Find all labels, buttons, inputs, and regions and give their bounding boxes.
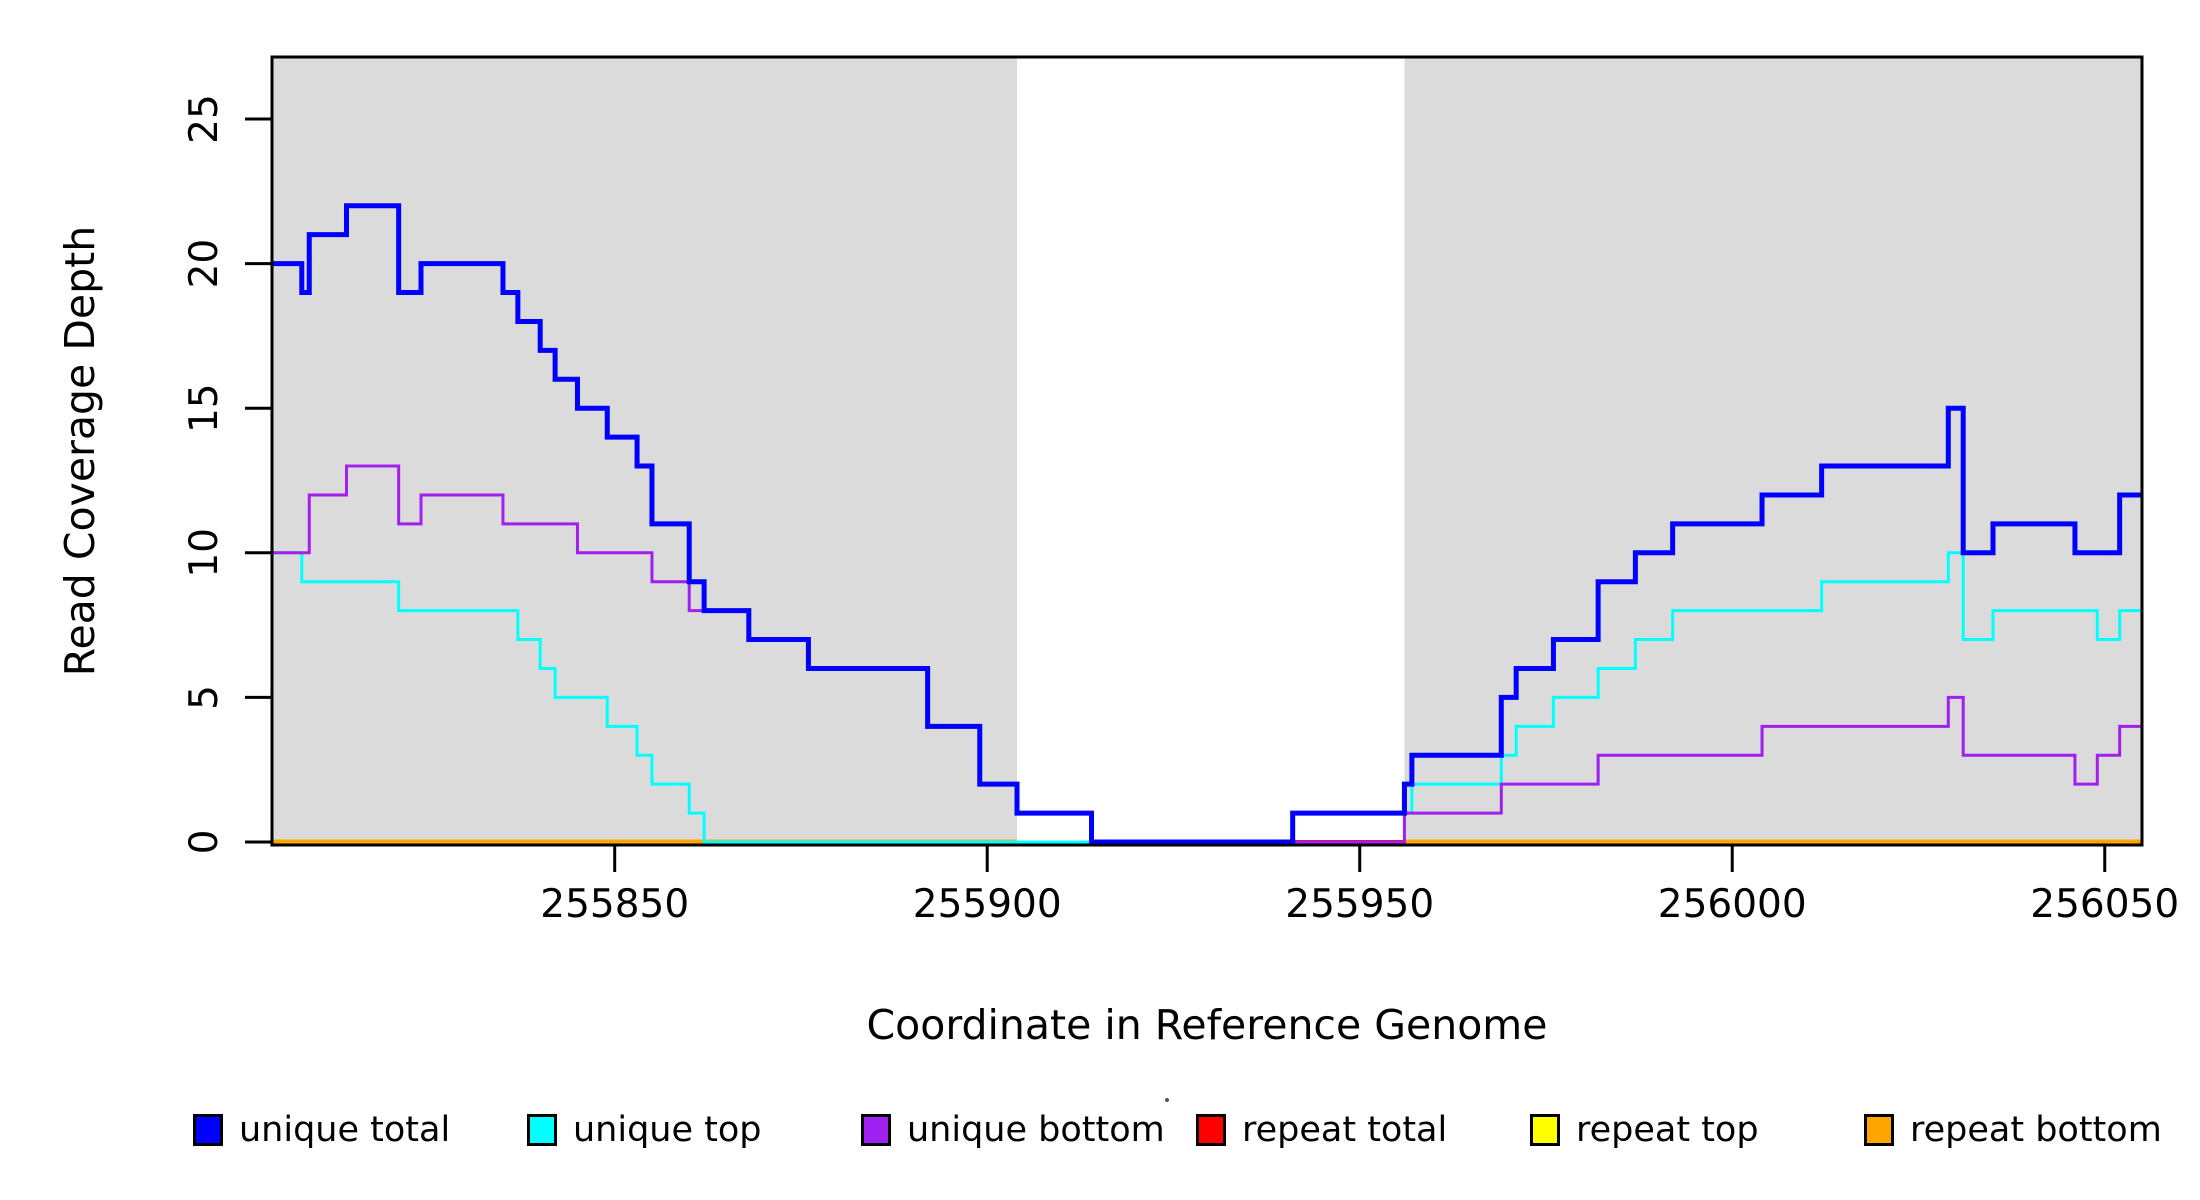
x-tick-label: 255850 <box>540 882 689 927</box>
y-tick-label: 5 <box>182 685 227 710</box>
legend-label: unique bottom <box>907 1110 1165 1150</box>
legend-label: unique total <box>239 1110 451 1150</box>
legend-swatch-icon <box>1864 1114 1894 1146</box>
legend-label: repeat top <box>1576 1110 1759 1150</box>
legend-label: unique top <box>573 1110 762 1150</box>
legend-swatch-icon <box>1530 1114 1560 1146</box>
x-tick-label: 255950 <box>1285 882 1434 927</box>
legend-swatch-icon <box>1196 1114 1226 1146</box>
legend-label: repeat bottom <box>1910 1110 2162 1150</box>
y-tick-label: 20 <box>182 239 227 289</box>
legend-item-repeat-bottom: repeat bottom <box>1864 1110 2162 1150</box>
legend-item-repeat-total: repeat total <box>1196 1110 1447 1150</box>
shaded-region <box>1404 57 2142 845</box>
plot-frame <box>270 55 2144 847</box>
series-unique-total <box>272 203 2142 845</box>
legend-item-repeat-top: repeat top <box>1530 1110 1759 1150</box>
legend-swatch-icon <box>527 1114 557 1146</box>
y-tick-label: 10 <box>182 528 227 578</box>
x-tick-label: 256050 <box>2030 882 2179 927</box>
legend-item-unique-top: unique top <box>527 1110 762 1150</box>
y-tick-label: 15 <box>182 383 227 433</box>
legend-item-unique-bottom: unique bottom <box>861 1110 1165 1150</box>
x-tick-label: 256000 <box>1658 882 1807 927</box>
y-tick-label: 25 <box>182 94 227 144</box>
series-group <box>272 203 2142 845</box>
legend-swatch-icon <box>193 1114 223 1146</box>
y-tick-label: 0 <box>182 830 227 855</box>
shaded-region <box>272 57 1018 845</box>
stray-dot <box>1165 1098 1169 1102</box>
legend-label: repeat total <box>1242 1110 1448 1150</box>
y-axis-title: Read Coverage Depth <box>56 225 104 677</box>
legend-swatch-icon <box>861 1114 891 1146</box>
x-axis-title: Coordinate in Reference Genome <box>866 1001 1548 1049</box>
x-tick-label: 255900 <box>913 882 1062 927</box>
legend-item-unique-total: unique total <box>193 1110 450 1150</box>
